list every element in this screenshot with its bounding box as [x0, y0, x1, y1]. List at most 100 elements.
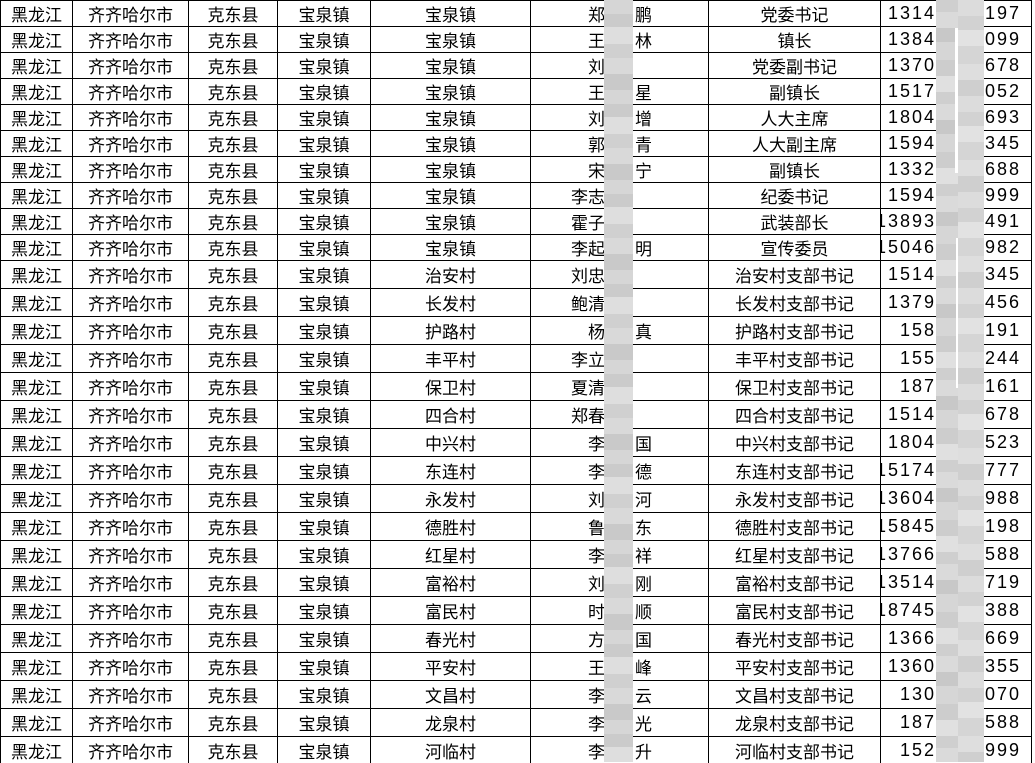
table-row: 黑龙江 齐齐哈尔市 克东县 宝泉镇 春光村 方 国 春光村支部书记 1366 6…: [0, 624, 1032, 653]
name-visible-prefix: 宋: [588, 162, 605, 181]
cell-unit: 永发村: [370, 484, 531, 513]
cell-county: 克东县: [188, 540, 278, 569]
cell-city: 齐齐哈尔市: [72, 234, 189, 261]
name-visible-prefix: 方: [588, 631, 605, 650]
phone-visible-prefix: 152: [899, 740, 936, 760]
cell-city: 齐齐哈尔市: [72, 182, 189, 209]
name-visible-prefix: 李: [588, 547, 605, 566]
cell-city: 齐齐哈尔市: [72, 372, 189, 401]
table-row: 黑龙江 齐齐哈尔市 克东县 宝泉镇 宝泉镇 王 林 镇长 1384 099: [0, 26, 1032, 53]
phone-visible-prefix: 1514: [887, 404, 936, 424]
cell-province: 黑龙江: [0, 104, 73, 131]
cell-city: 齐齐哈尔市: [72, 208, 189, 235]
cell-position: 副镇长: [708, 156, 881, 183]
cell-position: 党委副书记: [708, 52, 881, 79]
name-visible-prefix: 李立: [571, 351, 605, 370]
phone-visible-prefix: 15046: [880, 237, 936, 257]
table-row: 黑龙江 齐齐哈尔市 克东县 宝泉镇 宝泉镇 李志 纪委书记 1594 999: [0, 182, 1032, 209]
cell-position: 红星村支部书记: [708, 540, 881, 569]
phone-visible-prefix: 15845: [880, 516, 936, 536]
cell-position: 长发村支部书记: [708, 288, 881, 317]
phone-visible-suffix: 244: [985, 348, 1022, 368]
cell-county: 克东县: [188, 736, 278, 763]
cell-position: 文昌村支部书记: [708, 680, 881, 709]
cell-county: 克东县: [188, 26, 278, 53]
cell-town: 宝泉镇: [277, 596, 371, 625]
cell-province: 黑龙江: [0, 624, 73, 653]
name-visible-prefix: 李: [588, 435, 605, 454]
phone-visible-suffix: 099: [985, 29, 1022, 49]
name-visible-prefix: 刘: [588, 58, 605, 77]
cell-city: 齐齐哈尔市: [72, 0, 189, 27]
cell-province: 黑龙江: [0, 428, 73, 457]
cell-unit: 保卫村: [370, 372, 531, 401]
name-visible-suffix: 林: [635, 32, 652, 51]
cell-unit: 红星村: [370, 540, 531, 569]
cell-town: 宝泉镇: [277, 130, 371, 157]
cell-unit: 宝泉镇: [370, 26, 531, 53]
cell-town: 宝泉镇: [277, 372, 371, 401]
phone-visible-suffix: 191: [985, 320, 1022, 340]
phone-visible-prefix: 1366: [887, 628, 936, 648]
cell-county: 克东县: [188, 428, 278, 457]
cell-town: 宝泉镇: [277, 26, 371, 53]
cell-province: 黑龙江: [0, 130, 73, 157]
cell-city: 齐齐哈尔市: [72, 512, 189, 541]
cell-city: 齐齐哈尔市: [72, 596, 189, 625]
phone-visible-prefix: 13893: [880, 211, 936, 231]
cell-county: 克东县: [188, 456, 278, 485]
phone-visible-prefix: 1314: [887, 3, 936, 23]
cell-position: 河临村支部书记: [708, 736, 881, 763]
phone-visible-prefix: 13604: [880, 488, 936, 508]
phone-visible-suffix: 198: [985, 516, 1022, 536]
cell-position: 永发村支部书记: [708, 484, 881, 513]
table-row: 黑龙江 齐齐哈尔市 克东县 宝泉镇 德胜村 鲁 东 德胜村支部书记 15845 …: [0, 512, 1032, 541]
cell-city: 齐齐哈尔市: [72, 156, 189, 183]
cell-province: 黑龙江: [0, 372, 73, 401]
name-visible-suffix: 增: [635, 110, 652, 129]
phone-visible-suffix: 777: [985, 460, 1022, 480]
table-row: 黑龙江 齐齐哈尔市 克东县 宝泉镇 河临村 李 升 河临村支部书记 152 99…: [0, 736, 1032, 763]
name-visible-prefix: 刘: [588, 491, 605, 510]
cell-town: 宝泉镇: [277, 78, 371, 105]
cell-unit: 富民村: [370, 596, 531, 625]
table-row: 黑龙江 齐齐哈尔市 克东县 宝泉镇 宝泉镇 刘 增 人大主席 1804 693: [0, 104, 1032, 131]
name-visible-prefix: 李: [588, 687, 605, 706]
cell-town: 宝泉镇: [277, 400, 371, 429]
cell-city: 齐齐哈尔市: [72, 288, 189, 317]
phone-visible-suffix: 999: [985, 740, 1022, 760]
cell-unit: 中兴村: [370, 428, 531, 457]
cell-province: 黑龙江: [0, 0, 73, 27]
table-row: 黑龙江 齐齐哈尔市 克东县 宝泉镇 东连村 李 德 东连村支部书记 15174 …: [0, 456, 1032, 485]
cell-county: 克东县: [188, 182, 278, 209]
cell-city: 齐齐哈尔市: [72, 540, 189, 569]
cell-county: 克东县: [188, 208, 278, 235]
name-visible-prefix: 王: [588, 659, 605, 678]
cell-county: 克东县: [188, 372, 278, 401]
cell-city: 齐齐哈尔市: [72, 52, 189, 79]
name-visible-suffix: 德: [635, 463, 652, 482]
cell-county: 克东县: [188, 624, 278, 653]
cell-position: 丰平村支部书记: [708, 344, 881, 373]
cell-province: 黑龙江: [0, 736, 73, 763]
table-row: 黑龙江 齐齐哈尔市 克东县 宝泉镇 护路村 杨 真 护路村支部书记 158 19…: [0, 316, 1032, 345]
cell-unit: 富裕村: [370, 568, 531, 597]
cell-county: 克东县: [188, 708, 278, 737]
cell-position: 人大副主席: [708, 130, 881, 157]
phone-visible-suffix: 355: [985, 656, 1022, 676]
phone-visible-prefix: 155: [899, 348, 936, 368]
cell-county: 克东县: [188, 680, 278, 709]
cell-town: 宝泉镇: [277, 156, 371, 183]
cell-position: 春光村支部书记: [708, 624, 881, 653]
cell-county: 克东县: [188, 344, 278, 373]
cell-province: 黑龙江: [0, 234, 73, 261]
cell-county: 克东县: [188, 52, 278, 79]
cell-unit: 丰平村: [370, 344, 531, 373]
name-visible-prefix: 王: [588, 84, 605, 103]
cell-position: 纪委书记: [708, 182, 881, 209]
name-visible-prefix: 鲁: [588, 519, 605, 538]
cell-city: 齐齐哈尔市: [72, 130, 189, 157]
cell-position: 护路村支部书记: [708, 316, 881, 345]
cell-position: 平安村支部书记: [708, 652, 881, 681]
